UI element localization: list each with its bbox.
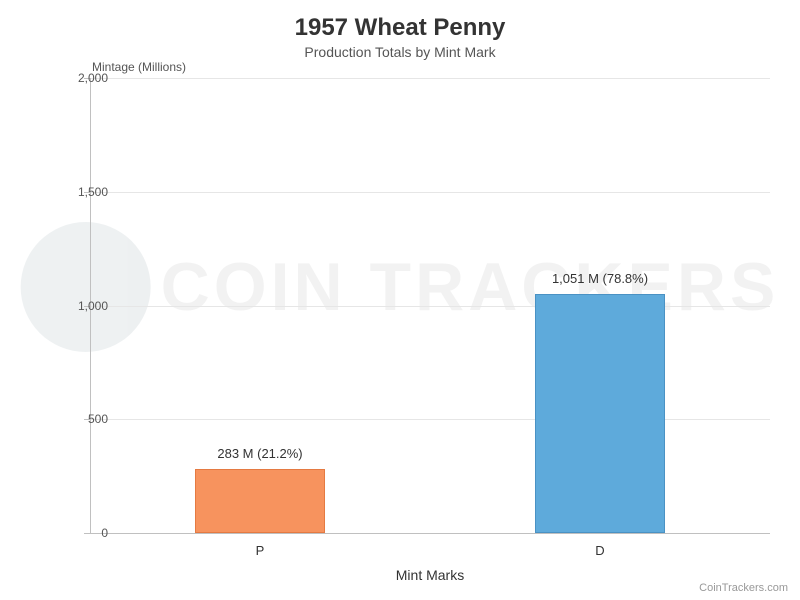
grid-line: [90, 306, 770, 307]
y-tick-label: 2,000: [78, 71, 108, 85]
grid-line: [90, 419, 770, 420]
x-tick-label: D: [595, 543, 604, 558]
y-tick-label: 0: [101, 526, 108, 540]
y-tick-label: 1,500: [78, 185, 108, 199]
bar-p: [195, 469, 324, 533]
bar-value-label: 1,051 M (78.8%): [552, 271, 648, 286]
grid-line: [90, 78, 770, 79]
y-tick-label: 1,000: [78, 299, 108, 313]
x-tick-label: P: [256, 543, 265, 558]
bar-d: [535, 294, 664, 533]
attribution: CoinTrackers.com: [699, 582, 788, 594]
x-axis-line: [90, 533, 770, 534]
bar-value-label: 283 M (21.2%): [217, 446, 302, 461]
chart-title: 1957 Wheat Penny: [0, 0, 800, 42]
plot-area: 283 M (21.2%)P1,051 M (78.8%)DMint Marks: [90, 78, 770, 533]
x-axis-title: Mint Marks: [396, 567, 464, 583]
chart-container: 1957 Wheat Penny Production Totals by Mi…: [0, 0, 800, 600]
chart-subtitle: Production Totals by Mint Mark: [0, 44, 800, 60]
grid-line: [90, 192, 770, 193]
y-tick-label: 500: [88, 412, 108, 426]
